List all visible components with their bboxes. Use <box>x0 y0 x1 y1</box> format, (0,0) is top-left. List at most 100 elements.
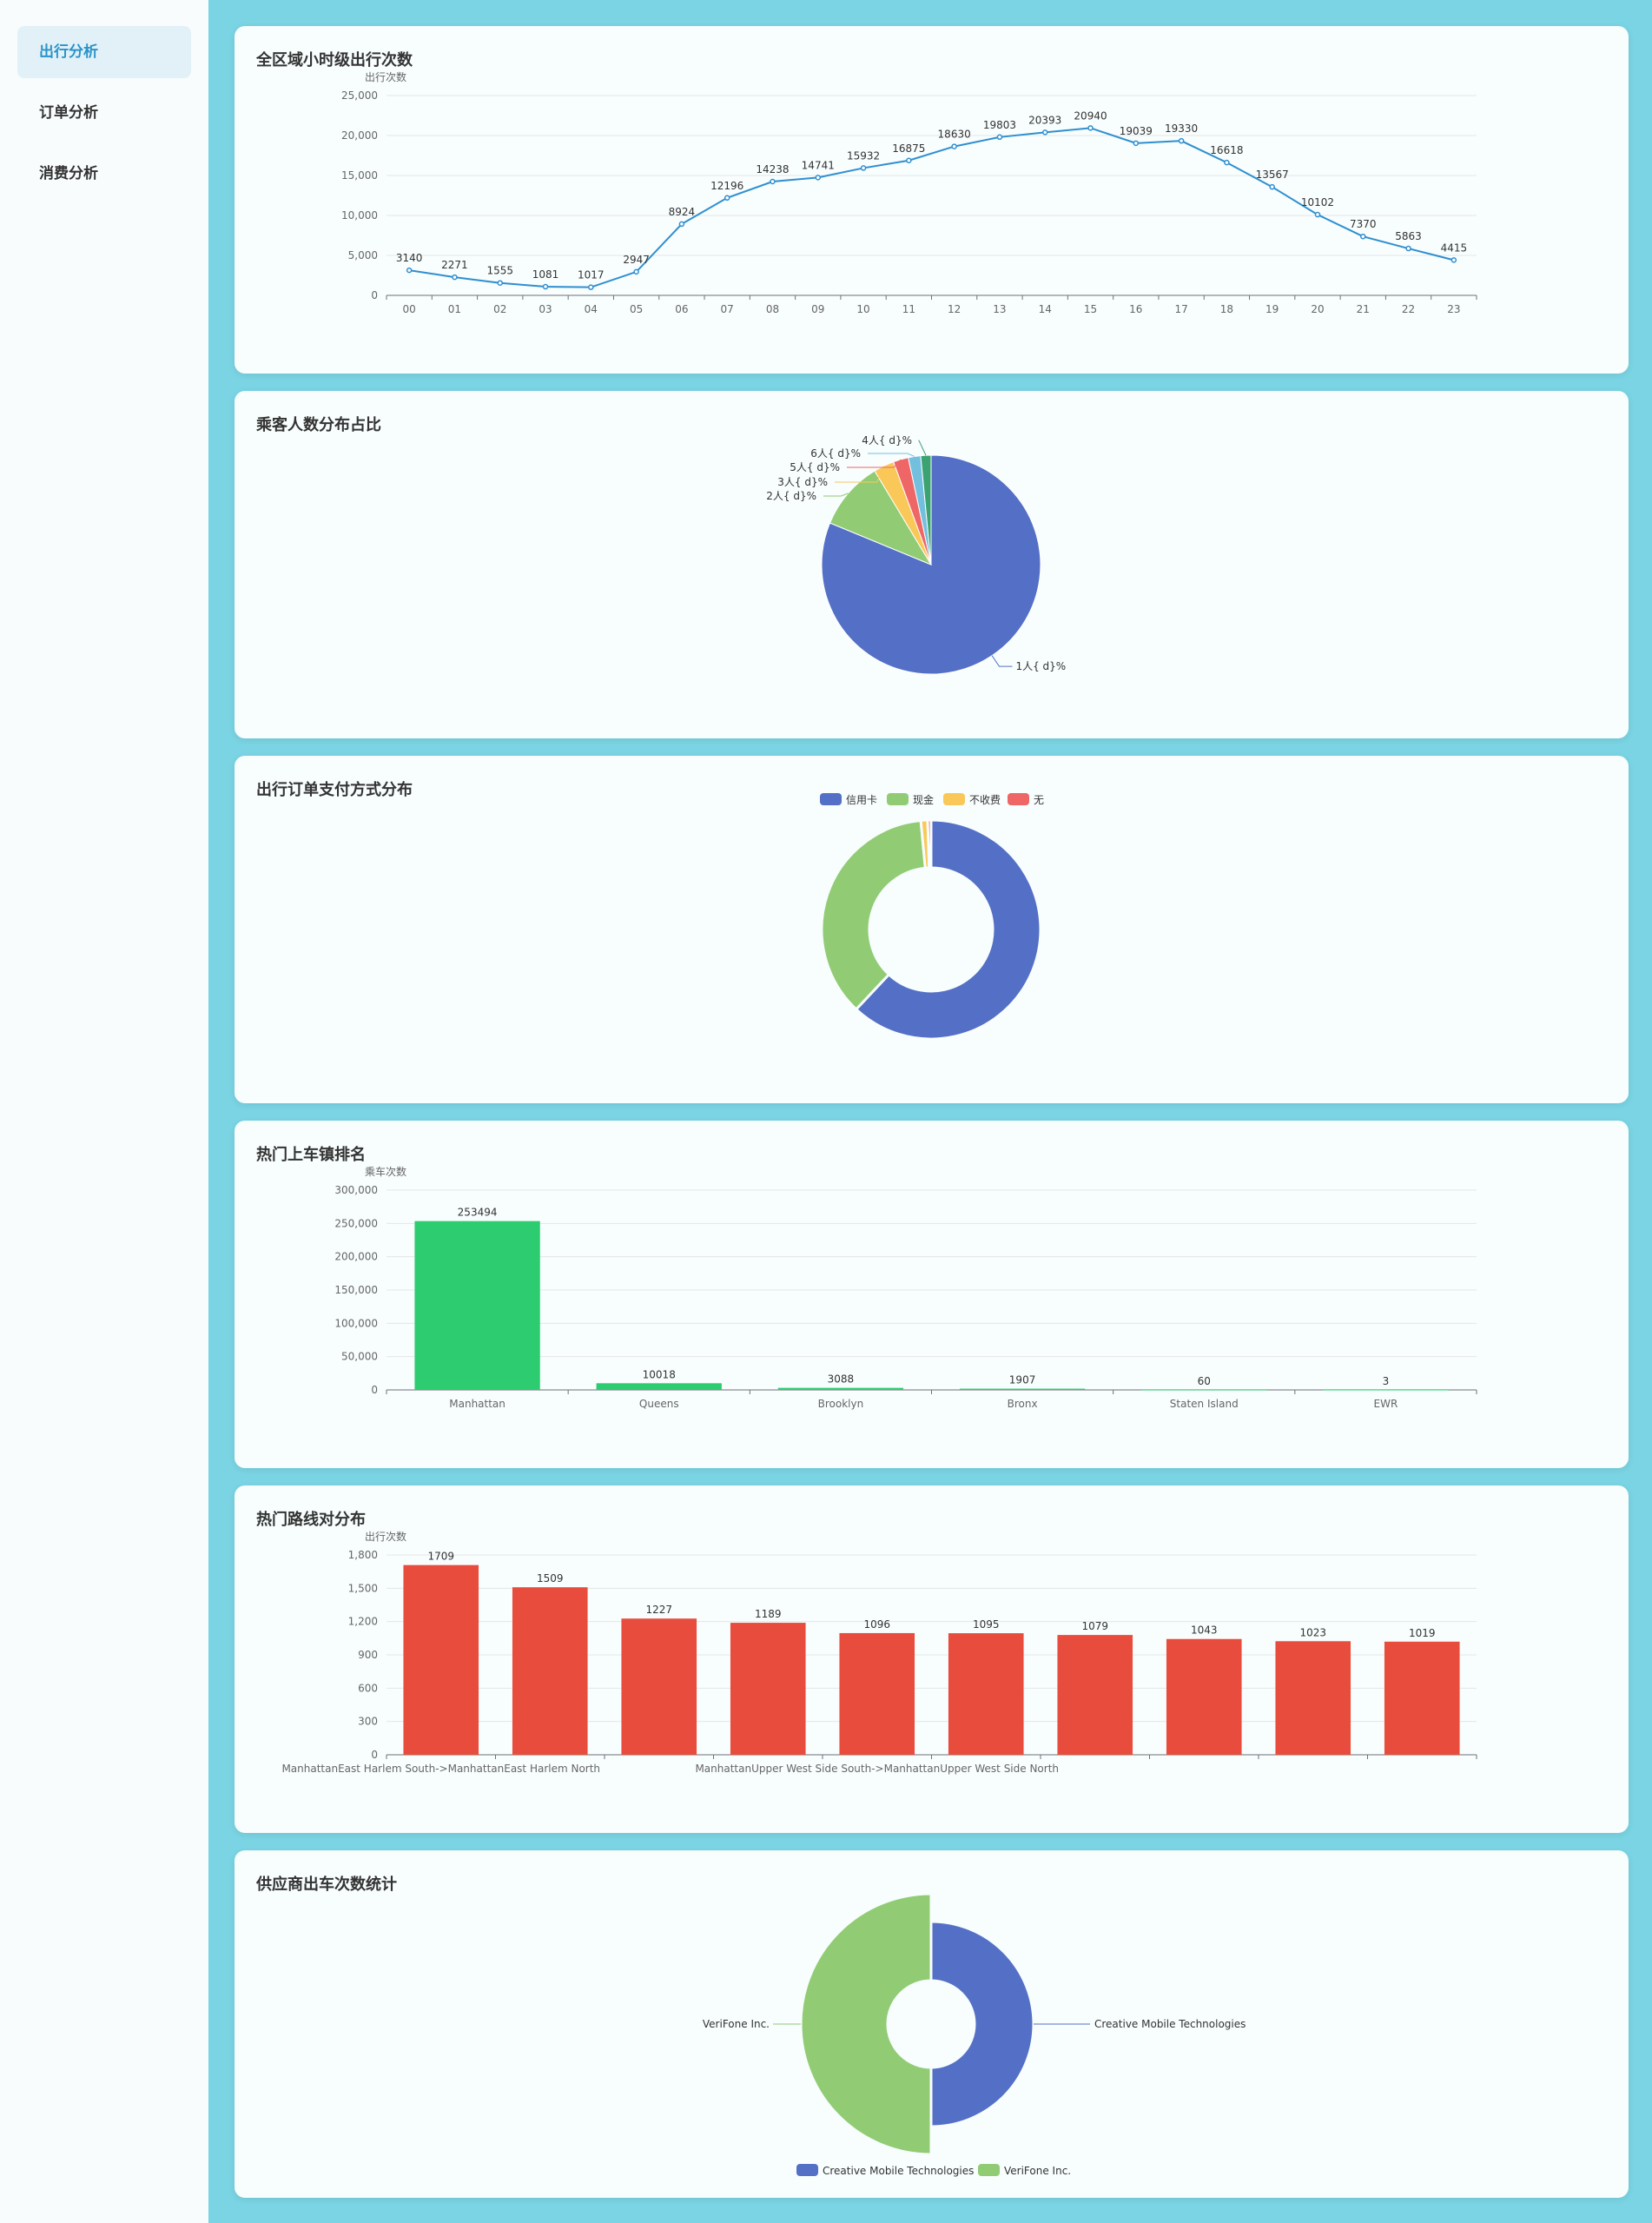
data-label: 16875 <box>892 142 925 155</box>
y-tick-label: 10,000 <box>341 209 378 222</box>
x-tick-label: 14 <box>1039 303 1052 315</box>
vendor-trips-card: 供应商出车次数统计 Creative Mobile Technologies Ve… <box>235 1850 1629 2198</box>
data-label: 10102 <box>1301 196 1334 208</box>
data-point <box>1133 140 1140 147</box>
card-title: 全区域小时级出行次数 <box>256 51 413 69</box>
x-tick-label: 16 <box>1129 303 1142 315</box>
x-tick-label: 02 <box>493 303 506 315</box>
data-label: 1043 <box>1191 1624 1218 1637</box>
bar <box>777 1387 904 1390</box>
y-tick-label: 100,000 <box>334 1317 378 1329</box>
data-point <box>1087 125 1094 131</box>
donut-slice <box>855 818 1042 1041</box>
legend-label: 不收费 <box>969 794 1001 806</box>
x-tick-label: 22 <box>1402 303 1415 315</box>
data-point <box>406 267 413 274</box>
x-tick-label: 08 <box>766 303 779 315</box>
bar <box>414 1221 540 1390</box>
bar <box>1275 1641 1351 1755</box>
legend-label: Creative Mobile Technologies <box>823 2165 974 2177</box>
data-label: 3088 <box>828 1373 855 1386</box>
data-label: 3140 <box>396 252 423 264</box>
data-point <box>588 284 594 290</box>
card-title: 热门上车镇排名 <box>256 1146 366 1164</box>
data-label: 1709 <box>427 1551 454 1563</box>
y-tick-label: 20,000 <box>341 129 378 142</box>
y-tick-label: 150,000 <box>334 1284 378 1296</box>
x-tick-label: 12 <box>948 303 961 315</box>
data-point <box>906 157 912 163</box>
data-label: 13567 <box>1256 169 1289 181</box>
data-label: 15932 <box>847 149 880 162</box>
bar <box>1166 1638 1242 1755</box>
rose-slice <box>929 1920 1035 2128</box>
y-tick-label: 0 <box>371 1749 378 1761</box>
bar <box>948 1633 1024 1755</box>
hourly-trips-card: 全区域小时级出行次数 0 5,000 10,000 15,000 20,000 25,00… <box>235 26 1629 374</box>
passenger-count-pie-chart: 1人{ d}% 2人{ d}% 3人{ d}% 5人{ d}%6人{ d}%4人{ d… <box>766 434 1066 675</box>
data-label: 1095 <box>973 1618 1000 1631</box>
x-tick-label: 11 <box>902 303 915 315</box>
data-point <box>452 274 458 281</box>
x-tick-label: 17 <box>1174 303 1187 315</box>
data-label: 14741 <box>802 159 835 171</box>
data-label: 12196 <box>710 180 743 192</box>
legend-label: 无 <box>1034 794 1044 806</box>
legend-label: 信用卡 <box>846 794 877 806</box>
card-title: 乘客人数分布占比 <box>256 416 381 434</box>
y-axis-label: 出行次数 <box>365 70 406 83</box>
bar <box>403 1565 479 1755</box>
data-point <box>996 134 1003 141</box>
data-label: 19803 <box>983 119 1016 131</box>
bar <box>621 1618 697 1755</box>
donut-slice <box>820 819 927 1011</box>
card-title: 出行订单支付方式分布 <box>256 781 413 799</box>
legend-swatch <box>1008 793 1029 805</box>
data-label: 1019 <box>1409 1627 1436 1639</box>
data-point <box>542 283 549 290</box>
slice-label: 5人{ d}% <box>790 461 840 473</box>
data-label: 1555 <box>486 265 513 277</box>
slice-label: VeriFone Inc. <box>703 2018 770 2030</box>
y-tick-label: 5,000 <box>348 249 378 261</box>
data-point <box>860 165 867 171</box>
x-tick-label: Manhattan <box>449 1398 506 1410</box>
data-label: 1079 <box>1081 1620 1108 1632</box>
data-label: 1017 <box>578 269 605 281</box>
card-title: 热门路线对分布 <box>256 1511 366 1529</box>
bar <box>730 1623 806 1755</box>
data-label: 60 <box>1198 1375 1211 1387</box>
sidebar-item-order-analysis[interactable]: 订单分析 <box>39 104 98 122</box>
data-point <box>1224 159 1230 166</box>
x-tick-label: 01 <box>448 303 461 315</box>
vendor-trips-rose-chart: Creative Mobile Technologies VeriFone Inc… <box>703 1892 1246 2177</box>
pie-slice <box>829 470 933 566</box>
hourly-trips-line-chart: 0 5,000 10,000 15,000 20,000 25,000 出行次数 3140 00… <box>341 70 1477 315</box>
y-tick-label: 0 <box>371 289 378 301</box>
x-tick-label: 18 <box>1220 303 1233 315</box>
leader-line <box>868 453 915 457</box>
data-label: 8924 <box>669 206 696 218</box>
sidebar-item-trip-analysis[interactable]: 出行分析 <box>17 26 191 78</box>
data-point <box>770 178 776 185</box>
bar <box>959 1388 1086 1390</box>
y-axis-label: 乘车次数 <box>365 1165 406 1178</box>
data-point <box>1450 257 1457 263</box>
data-label: 5863 <box>1395 230 1422 242</box>
passenger-count-card: 乘客人数分布占比 1人{ d}% 2人{ d}% 3人{ d}% 5人{ d}% 6人{… <box>235 391 1629 738</box>
data-label: 1096 <box>863 1618 890 1631</box>
slice-label: Creative Mobile Technologies <box>1094 2018 1246 2030</box>
x-tick-label: 00 <box>403 303 416 315</box>
slice-label: 3人{ d}% <box>777 476 828 488</box>
x-tick-label: 10 <box>856 303 869 315</box>
x-tick-label: Staten Island <box>1170 1398 1239 1410</box>
x-tick-label: 07 <box>721 303 734 315</box>
sidebar-item-spending-analysis[interactable]: 消费分析 <box>39 165 98 182</box>
data-label: 2271 <box>441 259 468 271</box>
legend-label: 现金 <box>913 793 934 806</box>
data-label: 1189 <box>755 1608 782 1620</box>
y-tick-label: 200,000 <box>334 1251 378 1263</box>
y-tick-label: 50,000 <box>341 1351 378 1363</box>
data-point <box>1360 233 1366 240</box>
y-tick-label: 0 <box>371 1384 378 1396</box>
